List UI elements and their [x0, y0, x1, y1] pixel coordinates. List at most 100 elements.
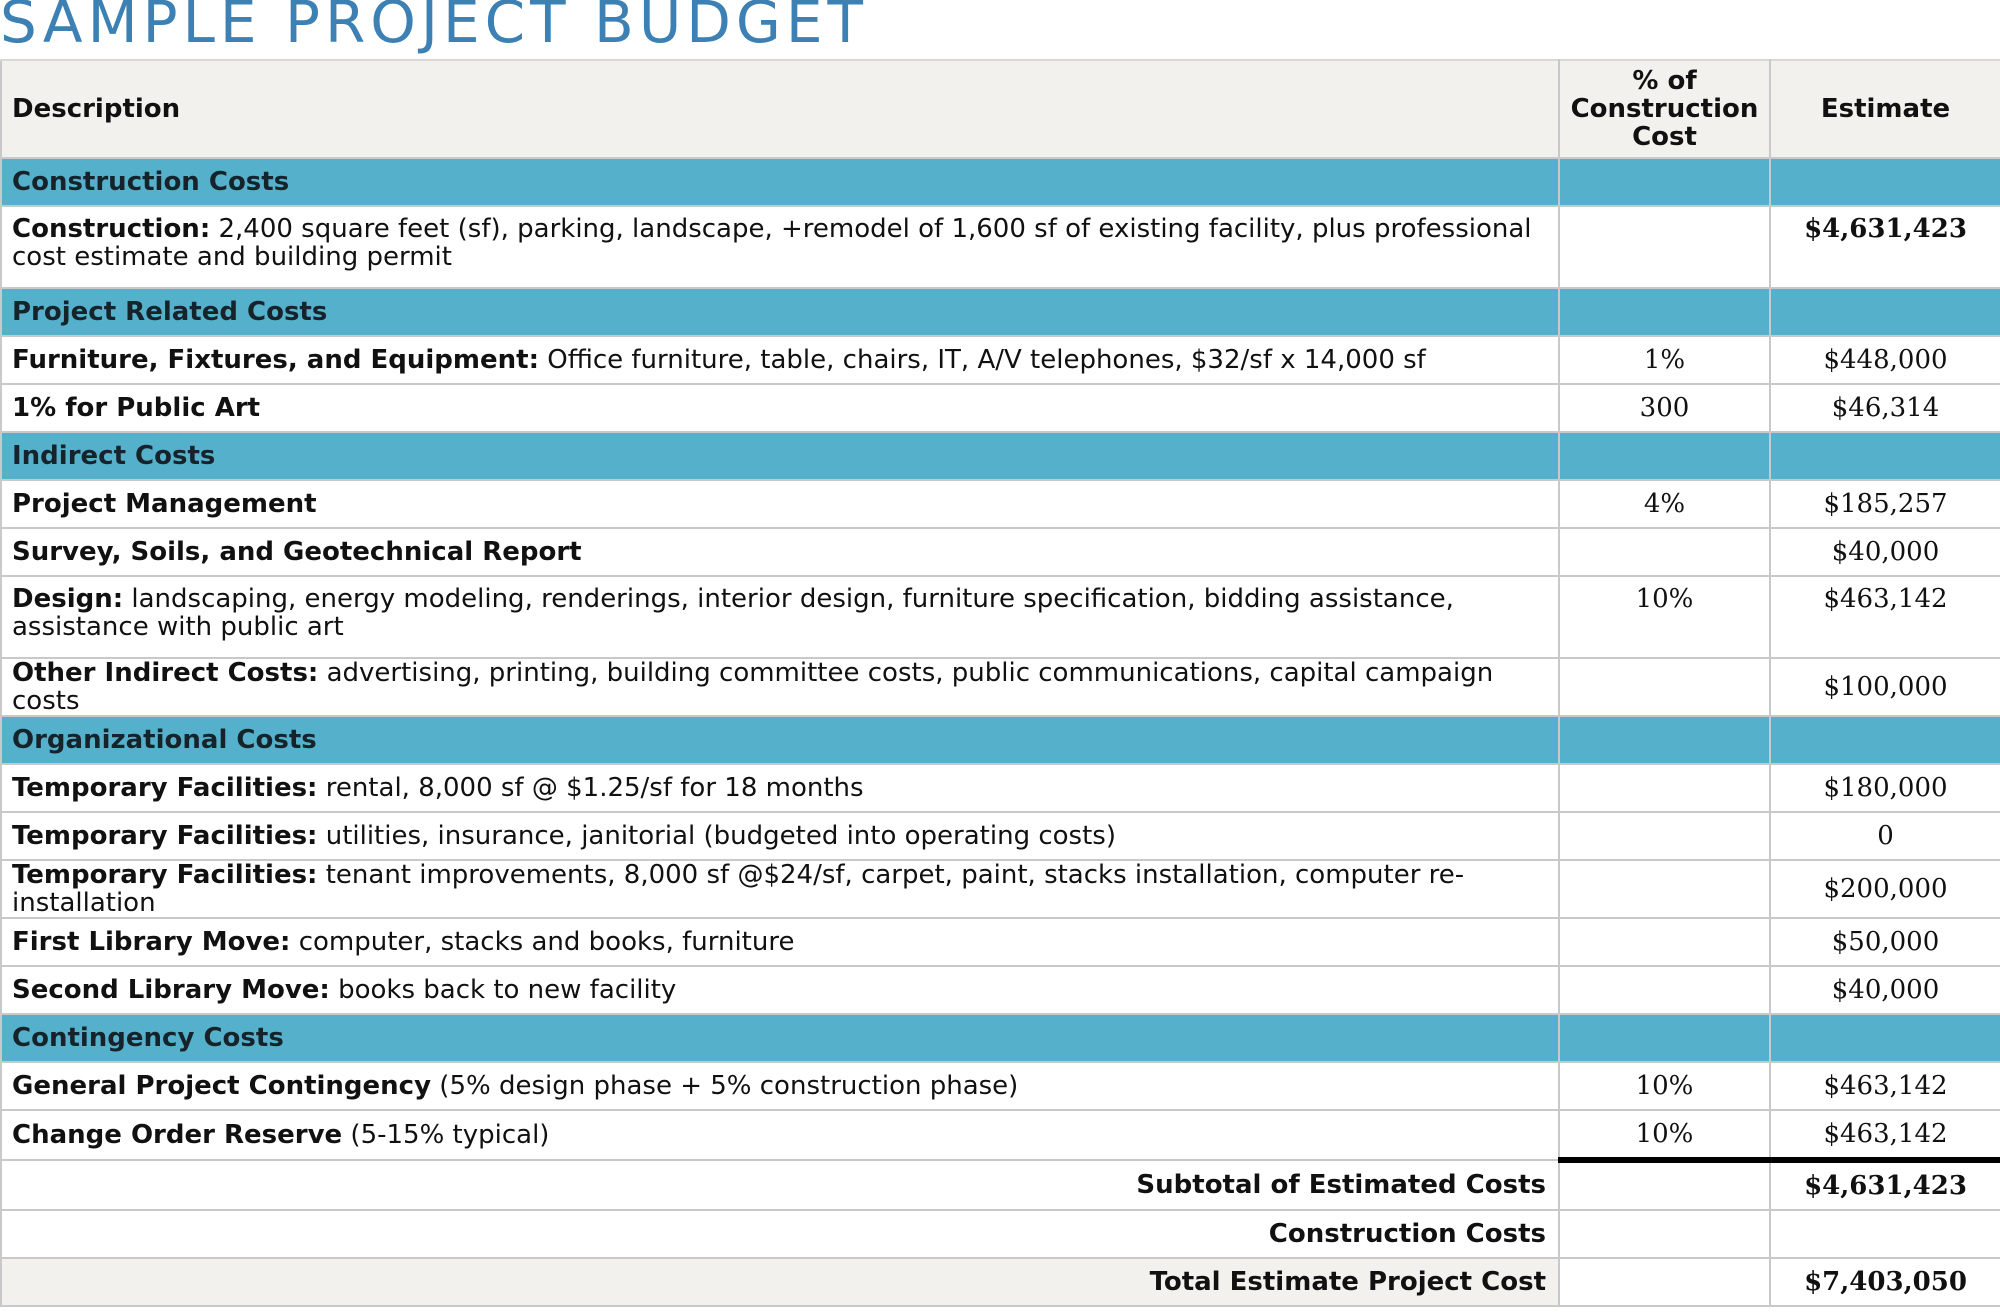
table-row: Survey, Soils, and Geotechnical Report $…	[0, 527, 2000, 577]
row-percent	[1558, 763, 1771, 813]
row-label: Furniture, Fixtures, and Equipment:	[12, 345, 539, 375]
row-label: Temporary Facilities:	[12, 773, 318, 803]
row-estimate: $4,631,423	[1769, 205, 2000, 289]
page-title: SAMPLE PROJECT BUDGET	[0, 0, 868, 56]
subtotal-percent	[1558, 1157, 1771, 1211]
header-row: Description % of Construction Cost Estim…	[0, 59, 2000, 159]
row-text: advertising, printing, building committe…	[12, 658, 1494, 716]
column-header-description: Description	[0, 59, 1560, 159]
category-label: Construction Costs	[0, 157, 1560, 207]
row-estimate: $100,000	[1769, 657, 2000, 717]
row-estimate: $185,257	[1769, 479, 2000, 529]
row-label: General Project Contingency	[12, 1071, 432, 1101]
category-row: Organizational Costs	[0, 715, 2000, 765]
subtotal-row: Subtotal of Estimated Costs $4,631,423	[0, 1157, 2000, 1211]
table-row: Project Management 4% $185,257	[0, 479, 2000, 529]
total-estimate: $7,403,050	[1769, 1257, 2000, 1307]
row-description: 1% for Public Art	[0, 383, 1560, 433]
row-percent	[1558, 527, 1771, 577]
row-estimate: 0	[1769, 811, 2000, 861]
row-label: Project Management	[12, 489, 317, 519]
table-row: Temporary Facilities: rental, 8,000 sf @…	[0, 763, 2000, 813]
row-description: Temporary Facilities: tenant improvement…	[0, 859, 1560, 919]
category-estimate-cell	[1769, 1013, 2000, 1063]
table-row: General Project Contingency (5% design p…	[0, 1061, 2000, 1111]
category-estimate-cell	[1769, 715, 2000, 765]
column-header-estimate: Estimate	[1769, 59, 2000, 159]
row-percent	[1558, 205, 1771, 289]
category-estimate-cell	[1769, 157, 2000, 207]
row-label: Second Library Move:	[12, 975, 330, 1005]
category-row: Contingency Costs	[0, 1013, 2000, 1063]
row-percent	[1558, 657, 1771, 717]
row-estimate: $40,000	[1769, 527, 2000, 577]
row-percent: 1%	[1558, 335, 1771, 385]
row-text: (5-15% typical)	[342, 1120, 550, 1150]
row-label: Design:	[12, 584, 124, 614]
row-description: Temporary Facilities: utilities, insuran…	[0, 811, 1560, 861]
total-row: Total Estimate Project Cost $7,403,050	[0, 1257, 2000, 1307]
row-estimate: $448,000	[1769, 335, 2000, 385]
row-description: Temporary Facilities: rental, 8,000 sf @…	[0, 763, 1560, 813]
row-text: (5% design phase + 5% construction phase…	[431, 1071, 1019, 1101]
budget-table: Description % of Construction Cost Estim…	[0, 59, 2000, 1307]
row-description: Survey, Soils, and Geotechnical Report	[0, 527, 1560, 577]
table-row: Temporary Facilities: tenant improvement…	[0, 859, 2000, 919]
category-label: Indirect Costs	[0, 431, 1560, 481]
category-label: Project Related Costs	[0, 287, 1560, 337]
row-percent	[1558, 859, 1771, 919]
row-description: Furniture, Fixtures, and Equipment: Offi…	[0, 335, 1560, 385]
row-label: Other Indirect Costs:	[12, 658, 319, 688]
row-estimate: $463,142	[1769, 1061, 2000, 1111]
category-label: Contingency Costs	[0, 1013, 1560, 1063]
subtotal-label: Subtotal of Estimated Costs	[0, 1159, 1560, 1211]
row-description: Change Order Reserve (5-15% typical)	[0, 1109, 1560, 1161]
table-row: 1% for Public Art 300 $46,314	[0, 383, 2000, 433]
category-pct-cell	[1558, 1013, 1771, 1063]
table-row: Furniture, Fixtures, and Equipment: Offi…	[0, 335, 2000, 385]
column-header-percent-line3: Cost	[1632, 122, 1697, 152]
row-percent	[1558, 811, 1771, 861]
row-label: 1% for Public Art	[12, 393, 261, 423]
row-description: Design: landscaping, energy modeling, re…	[0, 575, 1560, 659]
category-estimate-cell	[1769, 431, 2000, 481]
category-label: Organizational Costs	[0, 715, 1560, 765]
category-estimate-cell	[1769, 287, 2000, 337]
row-text: computer, stacks and books, furniture	[290, 927, 795, 957]
row-label: Construction:	[12, 214, 211, 244]
table-row: Other Indirect Costs: advertising, print…	[0, 657, 2000, 717]
row-text: Office furniture, table, chairs, IT, A/V…	[538, 345, 1426, 375]
category-pct-cell	[1558, 431, 1771, 481]
construction-costs-summary-estimate	[1769, 1209, 2000, 1259]
row-estimate: $46,314	[1769, 383, 2000, 433]
row-description: Construction: 2,400 square feet (sf), pa…	[0, 205, 1560, 289]
row-label: Temporary Facilities:	[12, 860, 318, 890]
row-estimate: $200,000	[1769, 859, 2000, 919]
row-label: Change Order Reserve	[12, 1120, 343, 1150]
subtotal-estimate: $4,631,423	[1769, 1157, 2000, 1211]
row-description: Project Management	[0, 479, 1560, 529]
column-header-percent-line1: % of	[1632, 66, 1697, 96]
row-percent: 10%	[1558, 1109, 1771, 1161]
row-label: Survey, Soils, and Geotechnical Report	[12, 537, 582, 567]
row-text: rental, 8,000 sf @ $1.25/sf for 18 month…	[317, 773, 864, 803]
category-pct-cell	[1558, 715, 1771, 765]
row-description: Second Library Move: books back to new f…	[0, 965, 1560, 1015]
table-row: First Library Move: computer, stacks and…	[0, 917, 2000, 967]
row-percent: 10%	[1558, 1061, 1771, 1111]
category-row: Indirect Costs	[0, 431, 2000, 481]
construction-costs-summary-row: Construction Costs	[0, 1209, 2000, 1259]
table-row: Construction: 2,400 square feet (sf), pa…	[0, 205, 2000, 289]
row-estimate: $180,000	[1769, 763, 2000, 813]
category-pct-cell	[1558, 157, 1771, 207]
construction-costs-summary-label: Construction Costs	[0, 1209, 1560, 1259]
row-estimate: $40,000	[1769, 965, 2000, 1015]
row-label: Temporary Facilities:	[12, 821, 318, 851]
row-description: General Project Contingency (5% design p…	[0, 1061, 1560, 1111]
category-row: Project Related Costs	[0, 287, 2000, 337]
row-percent	[1558, 917, 1771, 967]
total-percent	[1558, 1257, 1771, 1307]
category-row: Construction Costs	[0, 157, 2000, 207]
table-row: Change Order Reserve (5-15% typical) 10%…	[0, 1109, 2000, 1161]
column-header-percent: % of Construction Cost	[1558, 59, 1771, 159]
